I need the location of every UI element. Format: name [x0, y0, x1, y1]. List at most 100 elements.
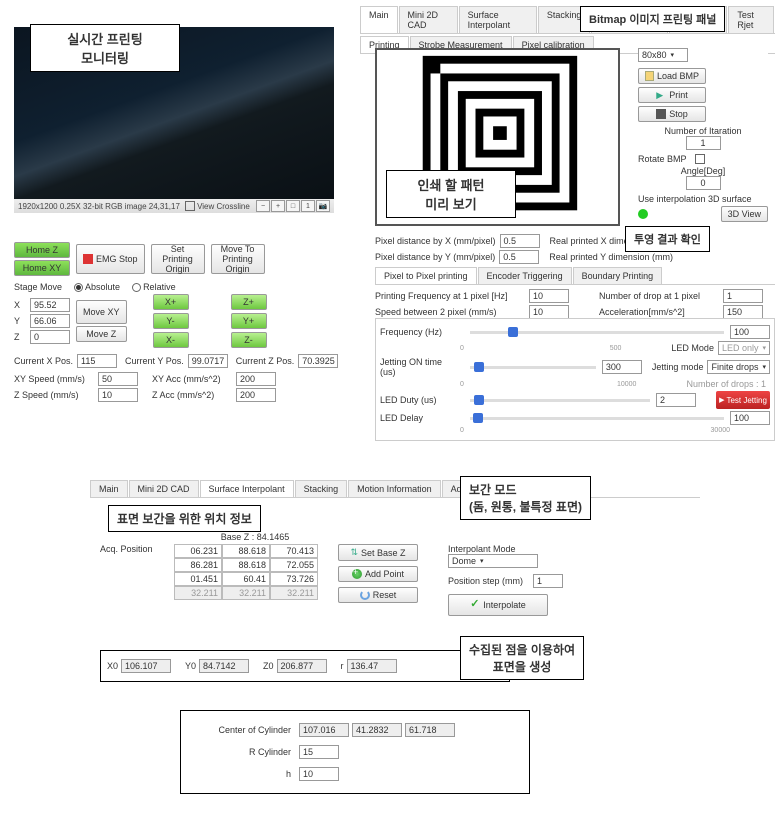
interpolate-button[interactable]: Interpolate [448, 594, 548, 616]
jon-value[interactable]: 300 [602, 360, 642, 374]
z-label: Z [14, 332, 26, 342]
rel-radio[interactable] [132, 283, 141, 292]
yplus-button[interactable]: Y+ [231, 313, 267, 329]
zoom-in-icon[interactable]: + [271, 200, 285, 212]
zminus-button[interactable]: Z- [231, 332, 267, 348]
anno-mode: 보간 모드 (돔, 원통, 불특정 표면) [460, 476, 591, 520]
pdx-label: Pixel distance by X (mm/pixel) [375, 236, 496, 246]
surf-tab-cad[interactable]: Mini 2D CAD [129, 480, 199, 497]
rpy-label: Real printed Y dimension (mm) [549, 252, 673, 262]
test-jetting-button[interactable]: Test Jetting [716, 391, 770, 409]
home-xy-button[interactable]: Home XY [14, 260, 70, 276]
surf-tab-main[interactable]: Main [90, 480, 128, 497]
z-input[interactable]: 0 [30, 330, 70, 344]
ledduty-slider[interactable] [470, 399, 650, 402]
jetmode-select[interactable]: Finite drops [707, 360, 770, 374]
y-input[interactable]: 66.06 [30, 314, 70, 328]
pfreq-input[interactable]: 10 [529, 289, 569, 303]
pspeed-input[interactable]: 10 [529, 305, 569, 319]
zs-label: Z Speed (mm/s) [14, 390, 94, 400]
zoom-1x-icon[interactable]: 1 [301, 200, 315, 212]
xys-input[interactable]: 50 [98, 372, 138, 386]
leddelay-value[interactable]: 100 [730, 411, 770, 425]
cx-label: Current X Pos. [14, 356, 73, 366]
xya-label: XY Acc (mm/s^2) [152, 374, 232, 384]
surf-tab-interp[interactable]: Surface Interpolant [200, 480, 294, 497]
reset-button[interactable]: Reset [338, 587, 418, 603]
tab-main[interactable]: Main [360, 6, 398, 33]
xplus-button[interactable]: X+ [153, 294, 189, 310]
surf-tab-motion[interactable]: Motion Information [348, 480, 441, 497]
load-bmp-button[interactable]: Load BMP [638, 68, 706, 84]
pacc-label: Acceleration[mm/s^2] [599, 307, 719, 317]
interp3d-label: Use interpolation 3D surface [638, 194, 768, 204]
yminus-button[interactable]: Y- [153, 313, 189, 329]
tab-encoder[interactable]: Encoder Triggering [478, 267, 572, 284]
y0-label: Y0 [185, 661, 196, 671]
ledmode-select[interactable]: LED only [718, 341, 770, 355]
tab-surface[interactable]: Surface Interpolant [459, 6, 537, 33]
pdy-input[interactable]: 0.5 [499, 250, 539, 264]
ledmode-label: LED Mode [671, 343, 714, 353]
set-basez-button[interactable]: ⇅Set Base Z [338, 544, 418, 561]
add-point-button[interactable]: Add Point [338, 566, 418, 582]
print-mode-tabs: Pixel to Pixel printing Encoder Triggeri… [375, 267, 775, 285]
move-origin-button[interactable]: Move To Printing Origin [211, 244, 265, 274]
ps-input[interactable]: 1 [533, 574, 563, 588]
snapshot-icon[interactable]: 📷 [316, 200, 330, 212]
tab-mini2dcad[interactable]: Mini 2D CAD [399, 6, 458, 33]
stop-button[interactable]: Stop [638, 106, 706, 122]
xminus-button[interactable]: X- [153, 332, 189, 348]
pfreq-label: Printing Frequency at 1 pixel [Hz] [375, 291, 525, 301]
rotate-checkbox[interactable] [695, 154, 705, 164]
rotate-label: Rotate BMP [638, 154, 687, 164]
abs-radio[interactable] [74, 283, 83, 292]
zplus-button[interactable]: Z+ [231, 294, 267, 310]
print-button[interactable]: ▶Print [638, 87, 706, 103]
zoom-fit-icon[interactable]: □ [286, 200, 300, 212]
surf-tabs: Main Mini 2D CAD Surface Interpolant Sta… [90, 480, 700, 498]
surf-tab-stacking[interactable]: Stacking [295, 480, 348, 497]
ndrop-input[interactable]: 1 [723, 289, 763, 303]
acqpos-label: Acq. Position [100, 544, 170, 554]
im-label: Interpolant Mode [448, 544, 559, 554]
zs-input[interactable]: 10 [98, 388, 138, 402]
y-label: Y [14, 316, 26, 326]
bmp-size-select[interactable]: 80x80 [638, 48, 688, 62]
za-input[interactable]: 200 [236, 388, 276, 402]
h-input[interactable]: 10 [299, 767, 339, 781]
iter-label: Number of Itaration [638, 126, 768, 136]
jfreq-value[interactable]: 100 [730, 325, 770, 339]
tab-test[interactable]: Test Rjet [728, 6, 774, 33]
move-xy-button[interactable]: Move XY [76, 300, 127, 324]
tab-p2p[interactable]: Pixel to Pixel printing [375, 267, 477, 284]
pacc-input[interactable]: 150 [723, 305, 763, 319]
x-input[interactable]: 95.52 [30, 298, 70, 312]
iter-input[interactable]: 1 [686, 136, 721, 150]
angle-input[interactable]: 0 [686, 176, 721, 190]
cx-value: 115 [77, 354, 117, 368]
move-z-button[interactable]: Move Z [76, 326, 127, 342]
leddelay-slider[interactable] [470, 417, 724, 420]
ledduty-value[interactable]: 2 [656, 393, 696, 407]
rel-label: Relative [143, 282, 176, 292]
zoom-out-icon[interactable]: − [256, 200, 270, 212]
pdx-input[interactable]: 0.5 [500, 234, 540, 248]
set-origin-button[interactable]: Set Printing Origin [151, 244, 205, 274]
home-z-button[interactable]: Home Z [14, 242, 70, 258]
jfreq-slider[interactable] [470, 331, 724, 334]
cc1: 41.2832 [352, 723, 402, 737]
z0-label: Z0 [263, 661, 274, 671]
tab-boundary[interactable]: Boundary Printing [573, 267, 663, 284]
rc-input[interactable]: 15 [299, 745, 339, 759]
view3d-button[interactable]: 3D View [721, 206, 768, 222]
x0-value: 106.107 [121, 659, 171, 673]
ledduty-label: LED Duty (us) [380, 395, 460, 405]
anno-monitor: 실시간 프린팅 모니터링 [30, 24, 180, 72]
xya-input[interactable]: 200 [236, 372, 276, 386]
jon-slider[interactable] [470, 366, 596, 369]
crossline-checkbox[interactable] [185, 201, 195, 211]
emg-stop-button[interactable]: EMG Stop [76, 244, 145, 274]
im-select[interactable]: Dome [448, 554, 538, 568]
ps-label: Position step (mm) [448, 576, 523, 586]
